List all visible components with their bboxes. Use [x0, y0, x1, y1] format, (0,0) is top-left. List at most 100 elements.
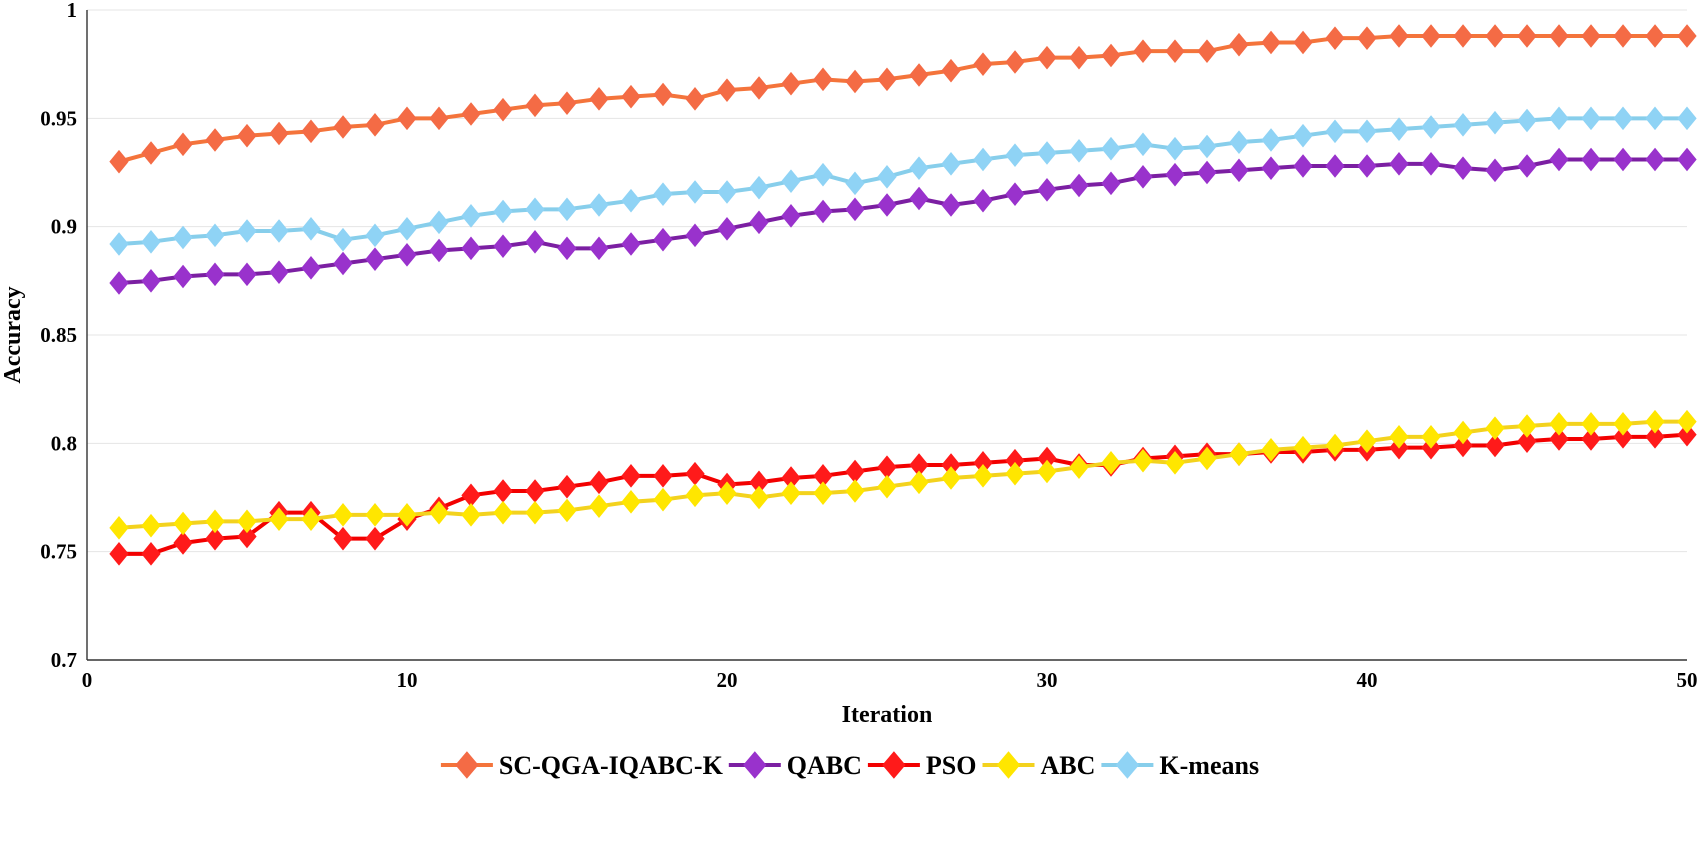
data-point-k-means	[365, 223, 385, 248]
data-point-sc-qga-iqabc-k	[909, 63, 929, 87]
data-point-abc	[173, 511, 193, 536]
data-point-abc	[685, 483, 705, 508]
data-point-qabc	[301, 256, 321, 280]
legend-item-abc: ABC	[982, 751, 1095, 780]
data-point-abc	[941, 466, 961, 490]
data-point-qabc	[1293, 154, 1313, 178]
data-point-k-means	[1645, 106, 1665, 131]
data-point-k-means	[653, 182, 673, 206]
data-point-pso	[109, 542, 129, 566]
data-point-sc-qga-iqabc-k	[685, 87, 705, 111]
data-point-sc-qga-iqabc-k	[941, 58, 961, 83]
data-point-abc	[1037, 459, 1057, 484]
data-point-pso	[461, 483, 481, 508]
legend-item-k-means: K-means	[1101, 751, 1259, 780]
data-point-sc-qga-iqabc-k	[717, 78, 737, 102]
data-point-abc	[397, 503, 417, 527]
data-point-k-means	[397, 217, 417, 241]
data-point-pso	[173, 531, 193, 555]
legend-marker-pso	[882, 751, 906, 779]
data-point-sc-qga-iqabc-k	[877, 67, 897, 92]
data-point-sc-qga-iqabc-k	[301, 119, 321, 144]
data-point-k-means	[749, 175, 769, 200]
data-point-k-means	[1229, 130, 1249, 154]
data-point-k-means	[461, 204, 481, 228]
data-point-qabc	[685, 223, 705, 248]
legend-item-pso: PSO	[867, 751, 976, 780]
data-point-sc-qga-iqabc-k	[1133, 39, 1153, 63]
data-point-k-means	[909, 156, 929, 180]
data-point-abc	[1165, 451, 1185, 475]
data-point-qabc	[1549, 147, 1569, 172]
data-point-k-means	[493, 199, 513, 224]
data-point-abc	[525, 500, 545, 525]
data-point-abc	[1485, 416, 1505, 440]
legend-item-qabc: QABC	[728, 751, 862, 780]
data-point-qabc	[845, 197, 865, 222]
legend-marker-sc-qga-iqabc-k	[455, 751, 479, 779]
data-point-k-means	[141, 230, 161, 254]
data-point-abc	[717, 481, 737, 505]
data-point-sc-qga-iqabc-k	[1421, 24, 1441, 48]
data-point-k-means	[1677, 106, 1697, 131]
y-tick-label: 0.85	[40, 323, 77, 347]
data-point-pso	[653, 464, 673, 488]
data-point-abc	[493, 500, 513, 525]
data-point-k-means	[1613, 106, 1633, 131]
data-point-abc	[1325, 433, 1345, 458]
data-point-pso	[237, 524, 257, 549]
data-point-qabc	[333, 251, 353, 276]
data-point-sc-qga-iqabc-k	[461, 102, 481, 126]
series-k-means	[109, 106, 1697, 256]
y-tick-labels: 0.7 0.75 0.8 0.85 0.9 0.95 1	[40, 0, 77, 672]
data-point-abc	[1133, 448, 1153, 473]
data-point-sc-qga-iqabc-k	[557, 91, 577, 115]
data-point-k-means	[1037, 141, 1057, 165]
data-point-pso	[621, 464, 641, 488]
data-point-qabc	[813, 199, 833, 224]
data-point-qabc	[525, 230, 545, 254]
data-point-abc	[1389, 425, 1409, 449]
data-point-abc	[653, 487, 673, 512]
data-point-abc	[813, 481, 833, 505]
data-point-qabc	[461, 236, 481, 261]
data-point-sc-qga-iqabc-k	[333, 115, 353, 139]
data-point-k-means	[1293, 123, 1313, 148]
data-point-abc	[205, 509, 225, 534]
data-point-qabc	[717, 217, 737, 241]
data-point-qabc	[781, 204, 801, 228]
data-point-pso	[557, 474, 577, 499]
data-point-k-means	[941, 152, 961, 176]
data-point-k-means	[621, 188, 641, 213]
data-point-sc-qga-iqabc-k	[653, 82, 673, 107]
data-point-pso	[1581, 427, 1601, 451]
data-point-abc	[333, 503, 353, 527]
data-point-sc-qga-iqabc-k	[1101, 43, 1121, 68]
legend-marker-k-means	[1115, 751, 1140, 779]
data-point-pso	[141, 542, 161, 566]
series-pso	[109, 422, 1697, 566]
data-point-sc-qga-iqabc-k	[621, 84, 641, 109]
data-point-sc-qga-iqabc-k	[365, 113, 385, 137]
data-point-pso	[877, 455, 897, 479]
series-line-k-means	[118, 116, 1687, 246]
legend-item-sc-qga-iqabc-k: SC-QGA-IQABC-K	[440, 751, 724, 780]
data-point-k-means	[717, 180, 737, 204]
data-point-k-means	[173, 225, 193, 250]
data-point-k-means	[109, 232, 129, 256]
data-point-abc	[1357, 429, 1377, 453]
data-point-sc-qga-iqabc-k	[973, 52, 993, 76]
series-line-abc	[118, 419, 1687, 530]
data-point-pso	[1677, 422, 1697, 447]
data-point-abc	[365, 503, 385, 527]
data-point-qabc	[365, 247, 385, 271]
data-point-k-means	[1517, 108, 1537, 133]
data-point-k-means	[1005, 143, 1025, 167]
data-point-sc-qga-iqabc-k	[1357, 26, 1377, 50]
data-point-abc	[589, 494, 609, 518]
data-point-sc-qga-iqabc-k	[1453, 24, 1473, 48]
data-point-qabc	[1485, 158, 1505, 183]
series-line-pso	[119, 432, 1688, 556]
data-point-abc	[1293, 435, 1313, 460]
data-point-sc-qga-iqabc-k	[141, 141, 161, 165]
